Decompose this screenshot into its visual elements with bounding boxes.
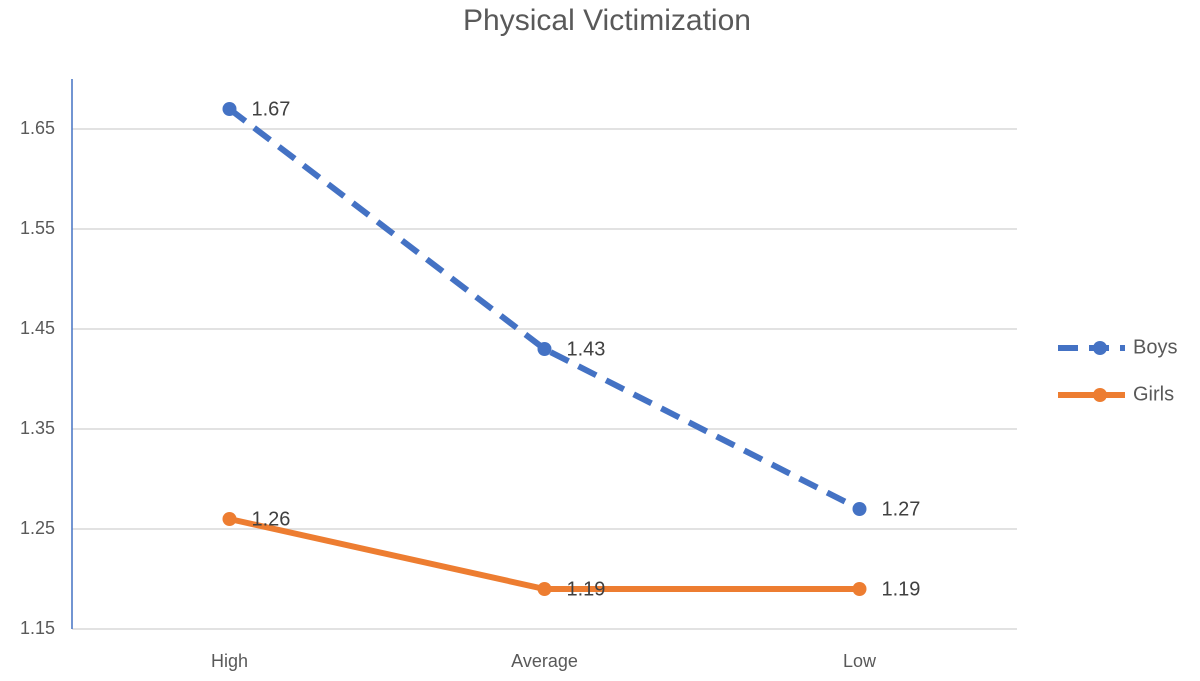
data-point [222,512,237,526]
data-label: 1.43 [567,338,606,360]
chart-title: Physical Victimization [463,4,751,37]
data-label: 1.19 [882,578,921,600]
legend-label: Girls [1133,383,1174,405]
x-tick-label: Low [843,651,877,671]
legend-marker [1093,341,1107,355]
data-point [852,582,867,596]
y-tick-label: 1.65 [20,118,55,138]
data-label: 1.26 [252,508,291,530]
data-point [537,582,552,596]
y-tick-label: 1.25 [20,518,55,538]
x-tick-label: Average [511,651,578,671]
x-tick-label: High [211,651,248,671]
data-label: 1.19 [567,578,606,600]
series-line [227,106,861,512]
data-point [537,342,552,356]
y-tick-label: 1.45 [20,318,55,338]
legend-marker [1093,388,1107,402]
y-tick-label: 1.55 [20,218,55,238]
y-tick-label: 1.35 [20,418,55,438]
legend-label: Boys [1133,336,1177,358]
y-tick-label: 1.15 [20,618,55,638]
data-label: 1.27 [882,498,921,520]
data-label: 1.67 [252,98,291,120]
data-point [852,502,867,516]
data-point [222,102,237,116]
